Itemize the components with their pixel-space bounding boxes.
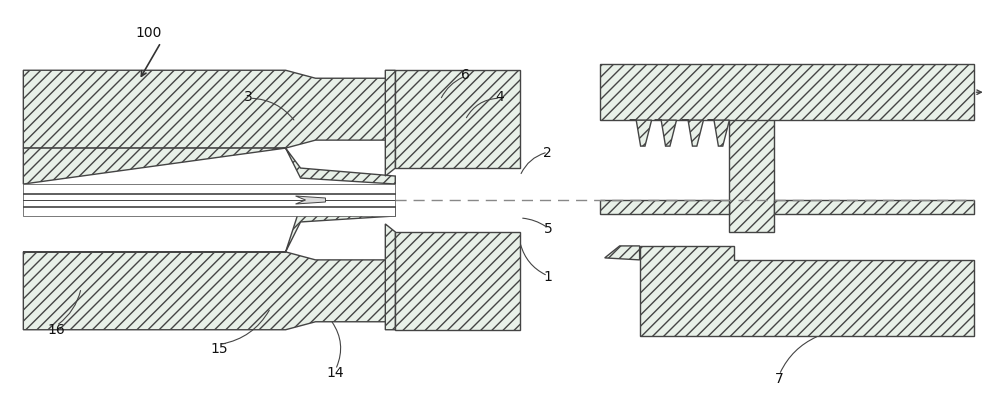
- Polygon shape: [395, 232, 520, 330]
- Polygon shape: [385, 225, 395, 330]
- Text: 15: 15: [210, 341, 228, 355]
- Polygon shape: [707, 121, 729, 147]
- Text: 4: 4: [496, 90, 504, 104]
- Text: 5: 5: [543, 221, 552, 235]
- Text: 3: 3: [244, 90, 253, 104]
- Polygon shape: [729, 113, 774, 232]
- Polygon shape: [296, 196, 325, 205]
- Polygon shape: [23, 71, 395, 149]
- Polygon shape: [23, 207, 395, 252]
- Text: 6: 6: [461, 68, 470, 82]
- Polygon shape: [395, 71, 520, 169]
- Text: 100: 100: [136, 26, 162, 40]
- Text: 7: 7: [775, 371, 784, 385]
- Polygon shape: [385, 71, 395, 176]
- Polygon shape: [23, 149, 395, 184]
- Polygon shape: [23, 252, 395, 330]
- Text: 2: 2: [543, 146, 552, 160]
- Polygon shape: [605, 246, 640, 260]
- Polygon shape: [600, 200, 729, 215]
- Polygon shape: [600, 65, 974, 121]
- Polygon shape: [774, 200, 974, 215]
- Polygon shape: [640, 246, 974, 336]
- Text: 16: 16: [47, 322, 65, 336]
- Polygon shape: [23, 184, 395, 217]
- Polygon shape: [681, 121, 703, 147]
- Text: 14: 14: [327, 366, 344, 379]
- Polygon shape: [655, 121, 677, 147]
- Polygon shape: [630, 121, 652, 147]
- Text: 1: 1: [543, 269, 552, 283]
